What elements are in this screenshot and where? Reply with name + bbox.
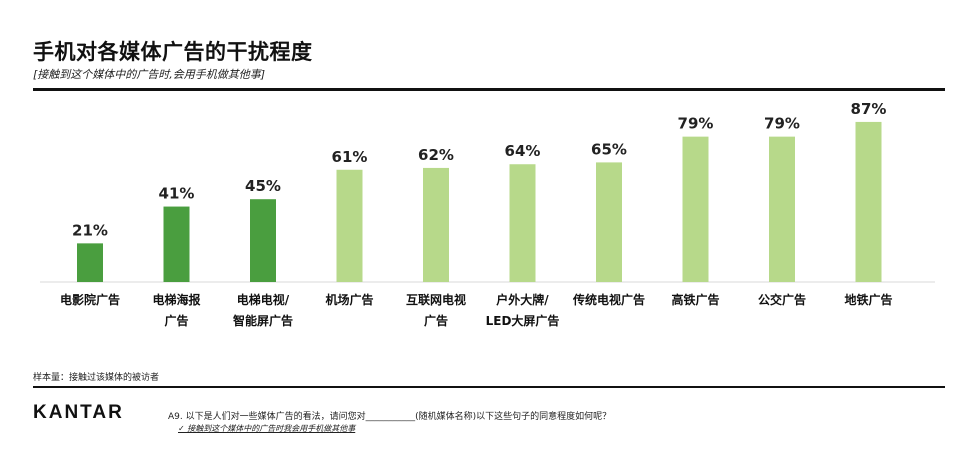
category-label-8-0: 公交广告 xyxy=(758,292,806,307)
question-text: A9. 以下是人们对一些媒体广告的看法，请问您对___________(随机媒体… xyxy=(168,412,612,422)
page-title: 手机对各媒体广告的干扰程度 xyxy=(33,40,313,64)
bar-6 xyxy=(596,162,622,282)
category-label-1-0: 电梯海报 xyxy=(152,292,200,307)
bar-0 xyxy=(77,243,103,282)
bar-7 xyxy=(682,136,709,282)
data-label-4: 62% xyxy=(418,146,454,164)
data-label-0: 21% xyxy=(72,221,108,239)
data-label-7: 79% xyxy=(678,115,714,133)
category-label-4-0: 互联网电视 xyxy=(406,292,466,307)
category-label-3-0: 机场广告 xyxy=(325,292,373,307)
data-label-8: 79% xyxy=(764,115,800,133)
data-label-5: 64% xyxy=(505,142,541,160)
data-label-1: 41% xyxy=(159,185,195,203)
category-label-7-0: 高铁广告 xyxy=(671,292,719,307)
category-label-5-1: LED大屏广告 xyxy=(486,313,560,328)
category-label-6-0: 传统电视广告 xyxy=(572,292,645,307)
sample-note: 样本量：接触过该媒体的被访者 xyxy=(33,373,160,383)
bar-9 xyxy=(855,121,882,282)
bar-3 xyxy=(336,169,363,282)
bottom-divider xyxy=(33,386,945,388)
bar-1 xyxy=(163,206,190,282)
category-label-0-0: 电影院广告 xyxy=(60,292,120,307)
data-label-9: 87% xyxy=(851,100,887,118)
category-label-5-0: 户外大牌/ xyxy=(496,292,549,307)
bar-8 xyxy=(769,136,795,282)
category-label-1-1: 广告 xyxy=(164,313,188,328)
category-label-9-0: 地铁广告 xyxy=(844,292,892,307)
bar-5 xyxy=(509,164,536,282)
category-label-2-0: 电梯电视/ xyxy=(237,292,290,307)
top-divider xyxy=(33,88,945,91)
data-label-3: 61% xyxy=(332,148,368,166)
category-label-4-1: 广告 xyxy=(424,313,448,328)
kantar-logo: KANTAR xyxy=(33,402,124,423)
category-label-2-1: 智能屏广告 xyxy=(232,313,293,328)
data-label-2: 45% xyxy=(245,177,281,195)
bar-2 xyxy=(250,199,276,282)
data-label-6: 65% xyxy=(591,140,627,158)
chart-subtitle: [接触到这个媒体中的广告时,会用手机做其他事] xyxy=(33,68,266,81)
bar-4 xyxy=(423,167,449,282)
statement-note: ✓ 接触到这个媒体中的广告时我会用手机做其他事 xyxy=(178,424,356,433)
